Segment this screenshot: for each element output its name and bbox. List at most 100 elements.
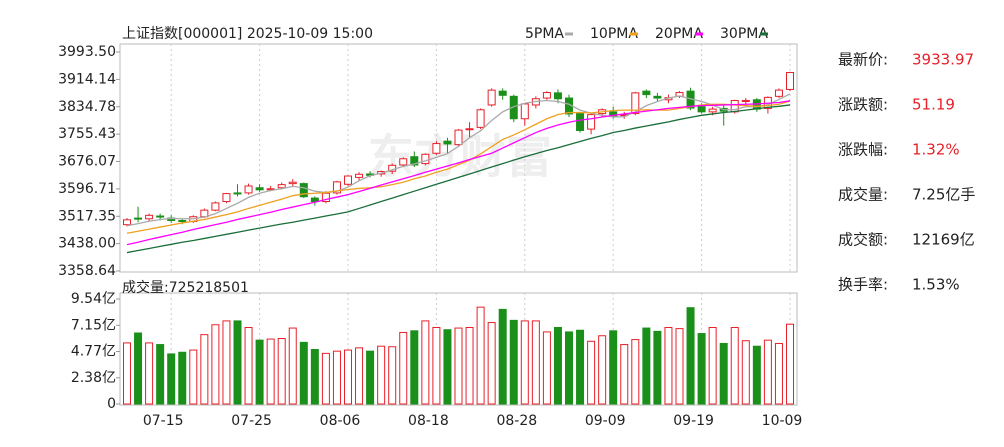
candle-body — [222, 193, 231, 203]
volume-bar — [233, 320, 242, 405]
candle-body — [741, 99, 750, 103]
candle-body — [332, 181, 341, 194]
volume-bar — [609, 330, 618, 405]
volume-bar — [730, 327, 739, 405]
x-tick-label: 10-09 — [762, 413, 803, 429]
candle-body — [443, 140, 452, 145]
volume-tick-label: 4.77亿 — [71, 344, 116, 360]
volume-bar — [145, 342, 154, 405]
quote-value: 1.32% — [912, 141, 960, 159]
candle-body — [786, 72, 794, 90]
volume-bar — [123, 342, 131, 405]
volume-bar — [189, 349, 198, 405]
candle-body — [520, 103, 529, 120]
volume-tick-label: 0 — [107, 396, 116, 412]
volume-bar — [553, 327, 562, 405]
ma-line — [126, 93, 791, 227]
volume-bar — [277, 338, 286, 405]
x-tick-label: 07-15 — [143, 413, 184, 429]
candle-body — [355, 173, 364, 178]
volume-bar — [377, 345, 386, 405]
volume-bar — [388, 346, 397, 405]
volume-bar — [410, 330, 419, 405]
volume-bar — [355, 347, 364, 405]
quote-label: 换手率: — [838, 276, 888, 294]
volume-bar — [697, 333, 706, 405]
volume-bar — [344, 349, 352, 405]
volume-caption: 成交量: — [122, 279, 169, 296]
volume-label: 成交量:725218501 — [122, 279, 249, 296]
quote-value: 7.25亿手 — [912, 186, 975, 204]
candle-body — [708, 108, 717, 113]
candle-body — [454, 129, 463, 146]
volume-total: 725218501 — [169, 280, 249, 296]
quote-value: 51.19 — [912, 96, 955, 114]
quote-label: 成交额: — [838, 231, 888, 249]
legend-label: 30PMA — [720, 26, 768, 42]
volume-bar — [653, 330, 662, 405]
volume-bar — [565, 331, 573, 405]
volume-bar — [542, 331, 551, 405]
volume-bar — [631, 339, 640, 405]
quote-label: 涨跌额: — [838, 96, 888, 114]
candle-body — [310, 197, 319, 203]
y-tick-label: 3517.35 — [58, 208, 116, 224]
volume-bar — [321, 352, 330, 405]
y-tick-label: 3438.00 — [58, 236, 116, 252]
candle-body — [697, 106, 706, 113]
x-tick-label: 08-06 — [320, 413, 361, 429]
candle-body — [178, 220, 187, 223]
candle-body — [288, 181, 297, 185]
volume-bar — [310, 349, 319, 405]
volume-bar — [399, 331, 408, 405]
volume-bar — [255, 339, 264, 405]
volume-bar — [443, 329, 452, 405]
volume-bar — [134, 332, 143, 405]
x-tick-label: 08-28 — [496, 413, 537, 429]
quote-value: 1.53% — [912, 276, 960, 294]
volume-bar — [454, 327, 463, 405]
volume-bar — [222, 320, 231, 405]
candle-body — [266, 188, 275, 191]
volume-bar — [587, 340, 596, 405]
volume-bar — [156, 344, 165, 405]
candle-body — [631, 92, 640, 115]
volume-bar — [476, 306, 485, 405]
candle-body — [123, 219, 131, 226]
volume-bar — [465, 327, 474, 405]
candle-body — [653, 95, 662, 99]
y-tick-label: 3755.43 — [58, 126, 116, 142]
volume-bar — [266, 338, 275, 405]
chart-title: 上证指数[000001] 2025-10-09 15:00 — [122, 26, 373, 42]
volume-bar — [366, 350, 375, 405]
y-tick-label: 3993.50 — [58, 44, 116, 60]
y-tick-label: 3596.71 — [58, 181, 116, 197]
x-tick-label: 07-25 — [231, 413, 272, 429]
volume-tick-label: 7.15亿 — [71, 317, 116, 333]
x-tick-label: 09-19 — [673, 413, 714, 429]
candle-body — [609, 111, 618, 117]
volume-tick-label: 2.38亿 — [71, 370, 116, 386]
candle-body — [642, 90, 651, 96]
volume-bar — [786, 323, 794, 405]
volume-bar — [664, 327, 673, 405]
candle-body — [476, 109, 485, 128]
candle-body — [576, 113, 585, 131]
volume-bar — [178, 351, 187, 405]
quote-value: 12169亿 — [912, 231, 975, 249]
legend-label: 5PMA — [525, 26, 564, 42]
candle-body — [344, 175, 352, 185]
volume-bar — [675, 328, 684, 405]
y-tick-label: 3358.64 — [58, 263, 116, 279]
candle-body — [277, 184, 286, 189]
legend-label: 20PMA — [655, 26, 703, 42]
candle-body — [421, 153, 430, 165]
candle-body — [211, 202, 220, 211]
candle-body — [321, 192, 330, 203]
volume-bar — [576, 329, 585, 405]
candle-body — [134, 217, 143, 220]
volume-bar — [200, 334, 209, 405]
candle-body — [410, 156, 419, 166]
candle-body — [233, 192, 242, 195]
volume-bar — [752, 345, 761, 405]
